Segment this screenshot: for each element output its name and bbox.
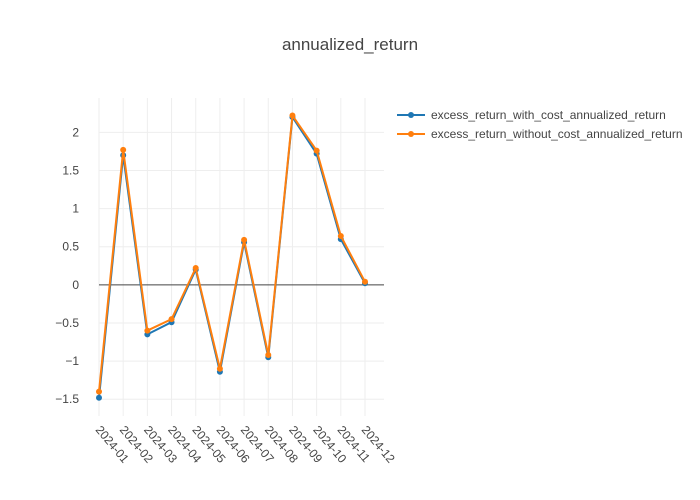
data-point[interactable] (96, 388, 102, 395)
legend-item-2[interactable]: excess_return_without_cost_annualized_re… (397, 127, 683, 141)
series-line (98, 114, 366, 398)
series-2 (96, 112, 368, 395)
y-tick-label: 0 (72, 278, 79, 292)
y-tick-label: −1.5 (55, 392, 79, 406)
legend[interactable]: excess_return_with_cost_annualized_retur… (397, 108, 683, 141)
data-point[interactable] (216, 365, 223, 372)
data-point[interactable] (265, 351, 272, 358)
legend-marker (408, 112, 414, 118)
chart-title: annualized_return (282, 35, 418, 54)
data-point[interactable] (289, 112, 296, 119)
y-tick-label: 1 (72, 202, 79, 216)
data-point[interactable] (192, 265, 199, 272)
x-axis-ticks: 2024-012024-022024-032024-042024-052024-… (93, 423, 398, 466)
data-point[interactable] (337, 233, 344, 240)
y-tick-label: 1.5 (62, 163, 79, 177)
data-point[interactable] (168, 316, 175, 323)
y-tick-label: −0.5 (55, 316, 79, 330)
series-lines (96, 112, 368, 401)
y-tick-label: 0.5 (62, 240, 79, 254)
y-tick-label: −1 (65, 354, 79, 368)
series-line (98, 112, 366, 392)
data-point[interactable] (241, 236, 248, 243)
legend-label: excess_return_with_cost_annualized_retur… (431, 108, 666, 122)
data-point[interactable] (313, 147, 320, 154)
data-point[interactable] (120, 146, 127, 153)
y-axis-ticks: −1.5 −1 −0.5 0 0.5 1 1.5 2 (55, 125, 79, 406)
grid-lines (98, 98, 384, 416)
y-tick-label: 2 (72, 125, 79, 139)
legend-item-1[interactable]: excess_return_with_cost_annualized_retur… (397, 108, 666, 122)
data-point[interactable] (144, 327, 151, 334)
legend-marker (408, 131, 414, 137)
data-point[interactable] (96, 394, 102, 401)
data-point[interactable] (362, 278, 368, 285)
legend-label: excess_return_without_cost_annualized_re… (431, 127, 683, 141)
